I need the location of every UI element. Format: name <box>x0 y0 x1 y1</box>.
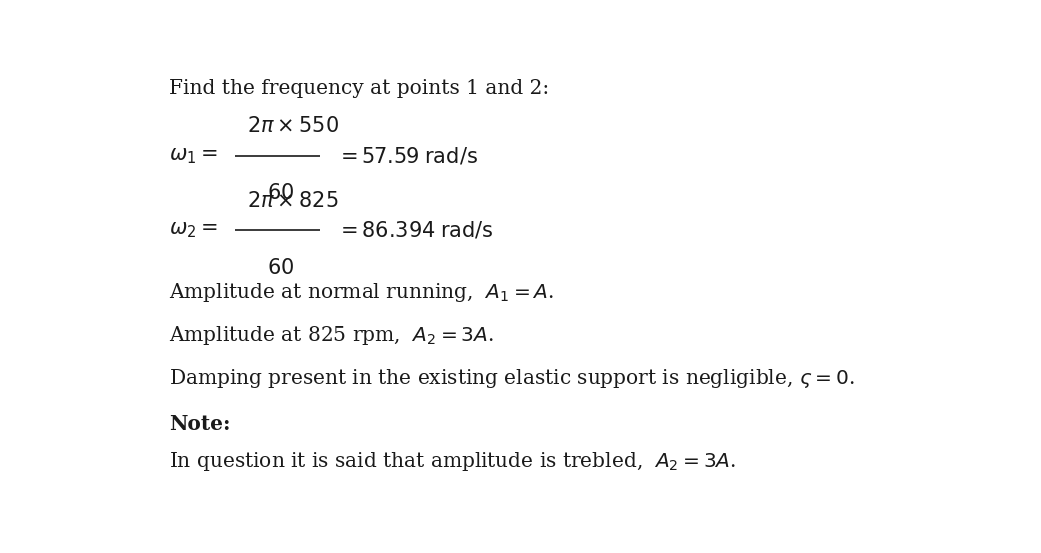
Text: Amplitude at 825 rpm,  $A_2 = 3A$.: Amplitude at 825 rpm, $A_2 = 3A$. <box>169 324 493 347</box>
Text: Amplitude at normal running,  $A_1 = A$.: Amplitude at normal running, $A_1 = A$. <box>169 281 554 304</box>
Text: $60$: $60$ <box>268 258 295 278</box>
Text: Note:: Note: <box>169 414 230 435</box>
Text: $60$: $60$ <box>268 184 295 204</box>
Text: In question it is said that amplitude is trebled,  $A_2 = 3A$.: In question it is said that amplitude is… <box>169 450 736 473</box>
Text: $2\pi \times 550$: $2\pi \times 550$ <box>247 116 339 137</box>
Text: $= 57.59\;\mathrm{rad/s}$: $= 57.59\;\mathrm{rad/s}$ <box>336 145 478 166</box>
Text: $\omega_2 =$: $\omega_2 =$ <box>169 221 218 240</box>
Text: $= 86.394\;\mathrm{rad/s}$: $= 86.394\;\mathrm{rad/s}$ <box>336 220 493 241</box>
Text: Damping present in the existing elastic support is negligible, $\varsigma = 0$.: Damping present in the existing elastic … <box>169 367 855 389</box>
Text: $\omega_1 =$: $\omega_1 =$ <box>169 146 218 165</box>
Text: $2\pi \times 825$: $2\pi \times 825$ <box>247 191 338 211</box>
Text: Find the frequency at points 1 and 2:: Find the frequency at points 1 and 2: <box>169 79 549 98</box>
